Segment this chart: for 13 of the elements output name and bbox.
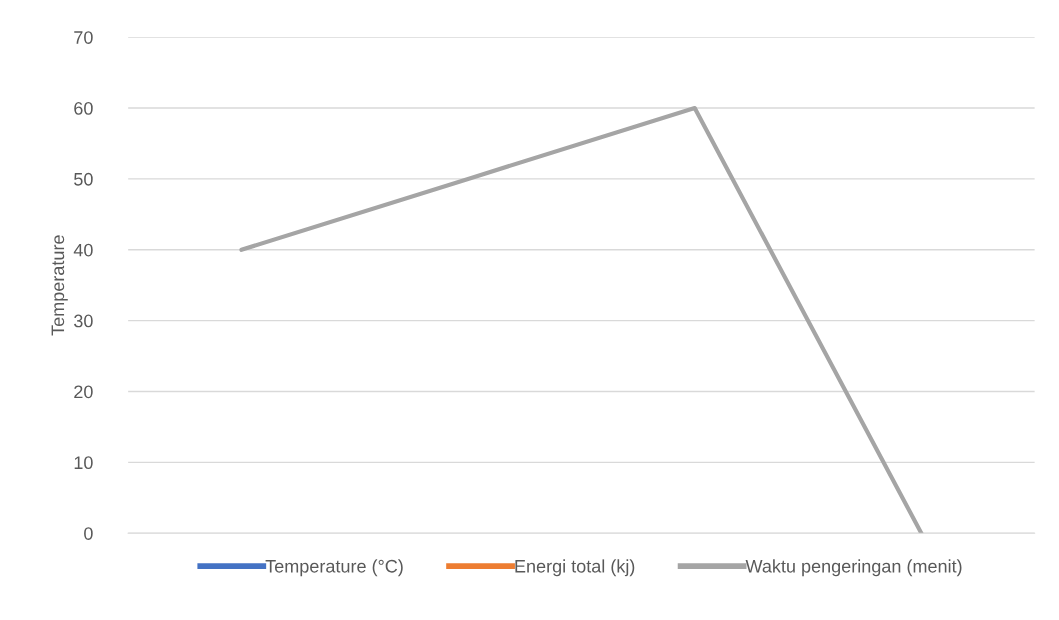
y-tick-label: 70 bbox=[74, 31, 93, 44]
y-tick-label: 40 bbox=[73, 243, 93, 257]
y-tick-label: 0 bbox=[84, 527, 93, 540]
legend-label: Waktu pengeringan (menit) bbox=[745, 559, 962, 577]
y-tick-label: 10 bbox=[74, 456, 93, 470]
y-tick-label: 50 bbox=[74, 172, 93, 186]
legend-label: Temperature (°C) bbox=[265, 559, 403, 577]
y-tick-label: 30 bbox=[74, 314, 93, 328]
legend-label: Energi total (kj) bbox=[515, 559, 635, 577]
line-series bbox=[239, 105, 924, 534]
y-axis-title: Temperature bbox=[51, 235, 68, 336]
y-tick-label: 60 bbox=[74, 101, 93, 115]
y-tick-label: 20 bbox=[74, 385, 93, 399]
